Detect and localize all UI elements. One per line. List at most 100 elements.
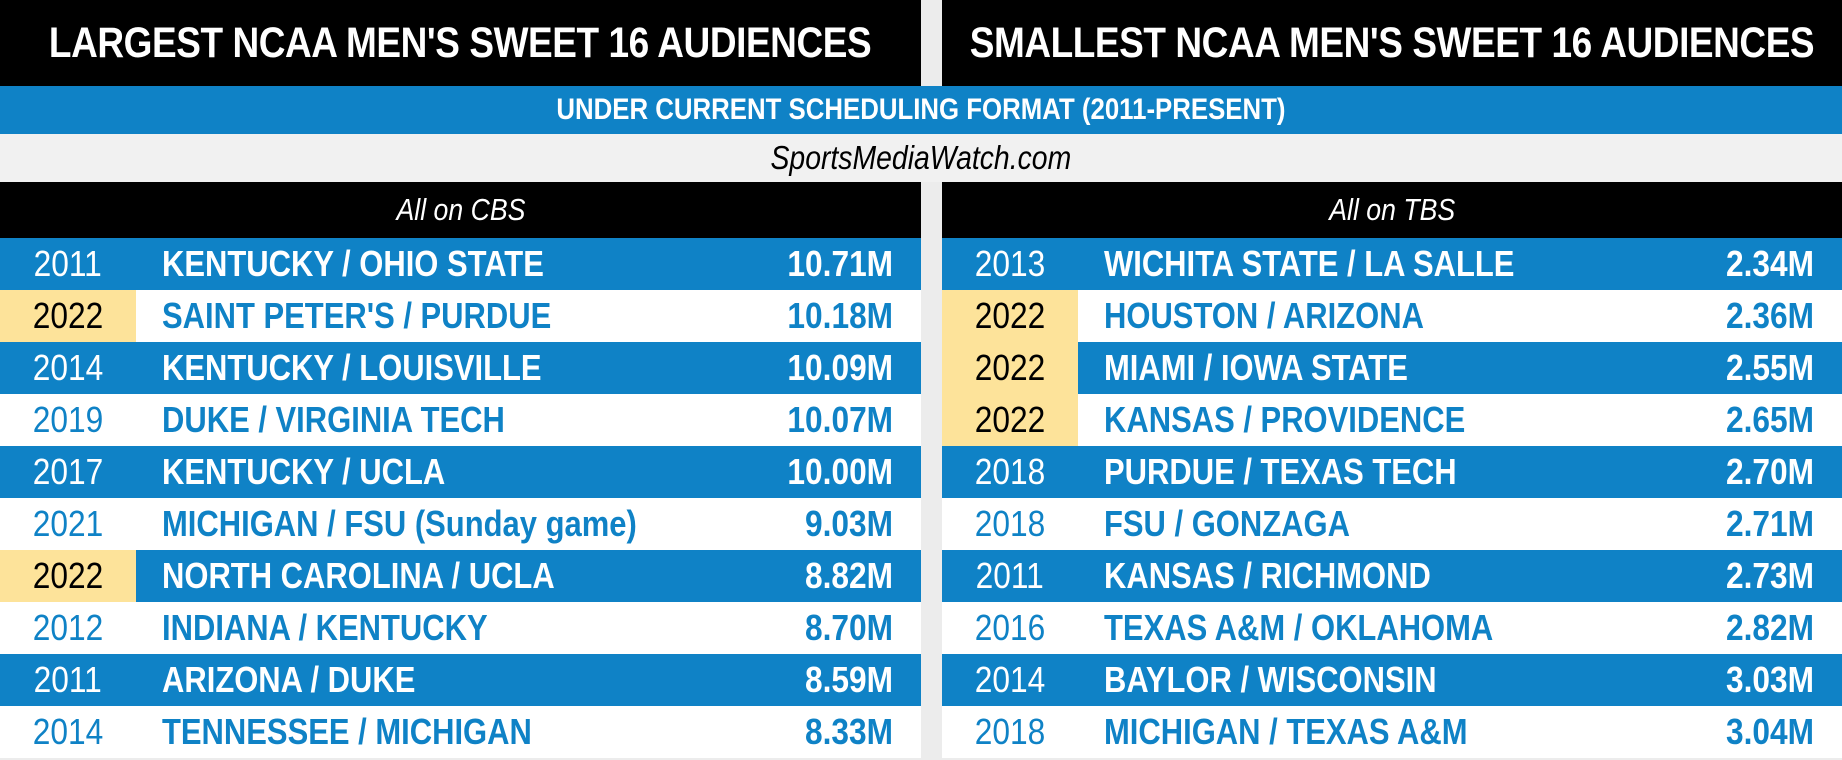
smallest-year-cell: 2014 bbox=[942, 654, 1078, 706]
smallest-table-row: 2014 BAYLOR / WISCONSIN 3.03M bbox=[942, 654, 1842, 706]
largest-table-row: 2019 DUKE / VIRGINIA TECH 10.07M bbox=[0, 394, 921, 446]
largest-year-cell: 2022 bbox=[0, 550, 136, 602]
largest-year-label: 2014 bbox=[32, 711, 104, 752]
smallest-table-row: 2022 KANSAS / PROVIDENCE 2.65M bbox=[942, 394, 1842, 446]
largest-title: LARGEST NCAA MEN'S SWEET 16 AUDIENCES bbox=[0, 0, 921, 86]
right-network-text: All on TBS bbox=[1329, 192, 1455, 227]
largest-viewers-label: 8.33M bbox=[804, 711, 893, 752]
largest-matchup-label: NORTH CAROLINA / UCLA bbox=[162, 555, 555, 596]
largest-year-label: 2012 bbox=[32, 607, 104, 648]
left-panel: LARGEST NCAA MEN'S SWEET 16 AUDIENCES bbox=[0, 0, 921, 86]
smallest-matchup-label: TEXAS A&M / OKLAHOMA bbox=[1104, 607, 1494, 648]
smallest-table-rows: 2013 WICHITA STATE / LA SALLE 2.34M 2022 HOU… bbox=[942, 238, 1842, 758]
smallest-year-cell: 2011 bbox=[942, 550, 1078, 602]
smallest-viewers-label: 2.71M bbox=[1725, 503, 1814, 544]
smallest-year-label: 2018 bbox=[974, 451, 1046, 492]
largest-year-cell: 2011 bbox=[0, 654, 136, 706]
largest-matchup-label: KENTUCKY / OHIO STATE bbox=[162, 243, 544, 284]
largest-year-cell: 2014 bbox=[0, 342, 136, 394]
smallest-matchup-label: PURDUE / TEXAS TECH bbox=[1104, 451, 1457, 492]
largest-year-label: 2014 bbox=[32, 347, 104, 388]
smallest-viewers-label: 2.82M bbox=[1725, 607, 1814, 648]
smallest-year-cell: 2018 bbox=[942, 498, 1078, 550]
largest-matchup-label: ARIZONA / DUKE bbox=[162, 659, 416, 700]
smallest-year-cell: 2018 bbox=[942, 446, 1078, 498]
smallest-year-label: 2014 bbox=[974, 659, 1046, 700]
largest-viewers-label: 10.18M bbox=[787, 295, 893, 336]
largest-viewers-label: 10.07M bbox=[787, 399, 893, 440]
largest-table-rows: 2011 KENTUCKY / OHIO STATE 10.71M 2022 SAINT… bbox=[0, 238, 921, 758]
smallest-table-row: 2018 MICHIGAN / TEXAS A&M 3.04M bbox=[942, 706, 1842, 758]
largest-table-row: 2021 MICHIGAN / FSU (Sunday game) 9.03M bbox=[0, 498, 921, 550]
smallest-year-label: 2018 bbox=[974, 503, 1046, 544]
smallest-year-cell: 2018 bbox=[942, 706, 1078, 758]
subtitle-bar: UNDER CURRENT SCHEDULING FORMAT (2011-PR… bbox=[0, 86, 1842, 134]
smallest-title-text: SMALLEST NCAA MEN'S SWEET 16 AUDIENCES bbox=[969, 18, 1815, 67]
right-network-header: All on TBS bbox=[942, 182, 1842, 238]
smallest-year-cell: 2022 bbox=[942, 290, 1078, 342]
smallest-matchup-label: KANSAS / PROVIDENCE bbox=[1104, 399, 1466, 440]
largest-year-label: 2011 bbox=[33, 243, 103, 284]
largest-year-label: 2011 bbox=[33, 659, 103, 700]
smallest-year-cell: 2022 bbox=[942, 394, 1078, 446]
smallest-year-cell: 2016 bbox=[942, 602, 1078, 654]
largest-title-text: LARGEST NCAA MEN'S SWEET 16 AUDIENCES bbox=[49, 18, 872, 67]
smallest-viewers-label: 3.04M bbox=[1725, 711, 1814, 752]
smallest-table-row: 2018 PURDUE / TEXAS TECH 2.70M bbox=[942, 446, 1842, 498]
smallest-table-row: 2016 TEXAS A&M / OKLAHOMA 2.82M bbox=[942, 602, 1842, 654]
largest-matchup-label: TENNESSEE / MICHIGAN bbox=[162, 711, 532, 752]
smallest-viewers-label: 2.73M bbox=[1725, 555, 1814, 596]
largest-table-row: 2012 INDIANA / KENTUCKY 8.70M bbox=[0, 602, 921, 654]
smallest-viewers-label: 2.70M bbox=[1725, 451, 1814, 492]
largest-matchup-label: KENTUCKY / LOUISVILLE bbox=[162, 347, 542, 388]
left-network-header: All on CBS bbox=[0, 182, 921, 238]
subtitle-text: UNDER CURRENT SCHEDULING FORMAT (2011-PR… bbox=[556, 93, 1286, 126]
smallest-viewers-label: 2.36M bbox=[1725, 295, 1814, 336]
smallest-viewers-label: 3.03M bbox=[1725, 659, 1814, 700]
largest-matchup-label: DUKE / VIRGINIA TECH bbox=[162, 399, 505, 440]
largest-viewers-label: 8.59M bbox=[804, 659, 893, 700]
largest-table-row: 2022 NORTH CAROLINA / UCLA 8.82M bbox=[0, 550, 921, 602]
smallest-title: SMALLEST NCAA MEN'S SWEET 16 AUDIENCES bbox=[942, 0, 1842, 86]
largest-year-label: 2019 bbox=[32, 399, 104, 440]
largest-matchup-label: SAINT PETER'S / PURDUE bbox=[162, 295, 552, 336]
smallest-matchup-label: MIAMI / IOWA STATE bbox=[1104, 347, 1408, 388]
largest-year-cell: 2012 bbox=[0, 602, 136, 654]
smallest-matchup-label: MICHIGAN / TEXAS A&M bbox=[1104, 711, 1468, 752]
source-text: SportsMediaWatch.com bbox=[770, 139, 1072, 176]
largest-table-row: 2014 TENNESSEE / MICHIGAN 8.33M bbox=[0, 706, 921, 758]
smallest-year-label: 2022 bbox=[974, 347, 1046, 388]
largest-table-row: 2011 ARIZONA / DUKE 8.59M bbox=[0, 654, 921, 706]
largest-viewers-label: 8.82M bbox=[804, 555, 893, 596]
largest-matchup-label: INDIANA / KENTUCKY bbox=[162, 607, 488, 648]
largest-viewers-label: 10.00M bbox=[787, 451, 893, 492]
largest-year-cell: 2017 bbox=[0, 446, 136, 498]
largest-table-row: 2014 KENTUCKY / LOUISVILLE 10.09M bbox=[0, 342, 921, 394]
largest-matchup-label: MICHIGAN / FSU (Sunday game) bbox=[162, 503, 637, 544]
largest-year-cell: 2014 bbox=[0, 706, 136, 758]
smallest-year-label: 2022 bbox=[974, 295, 1046, 336]
largest-viewers-label: 9.03M bbox=[804, 503, 893, 544]
smallest-matchup-label: BAYLOR / WISCONSIN bbox=[1104, 659, 1437, 700]
largest-viewers-label: 10.71M bbox=[787, 243, 893, 284]
smallest-viewers-label: 2.65M bbox=[1725, 399, 1814, 440]
smallest-viewers-label: 2.34M bbox=[1725, 243, 1814, 284]
smallest-table-row: 2022 HOUSTON / ARIZONA 2.36M bbox=[942, 290, 1842, 342]
smallest-table-row: 2011 KANSAS / RICHMOND 2.73M bbox=[942, 550, 1842, 602]
smallest-year-cell: 2022 bbox=[942, 342, 1078, 394]
smallest-year-label: 2022 bbox=[974, 399, 1046, 440]
smallest-year-label: 2016 bbox=[974, 607, 1046, 648]
largest-table-row: 2011 KENTUCKY / OHIO STATE 10.71M bbox=[0, 238, 921, 290]
largest-year-label: 2022 bbox=[32, 295, 104, 336]
source-bar: SportsMediaWatch.com bbox=[0, 134, 1842, 182]
smallest-table-row: 2013 WICHITA STATE / LA SALLE 2.34M bbox=[942, 238, 1842, 290]
largest-year-cell: 2022 bbox=[0, 290, 136, 342]
largest-viewers-label: 10.09M bbox=[787, 347, 893, 388]
smallest-year-cell: 2013 bbox=[942, 238, 1078, 290]
largest-matchup-label: KENTUCKY / UCLA bbox=[162, 451, 446, 492]
largest-year-cell: 2019 bbox=[0, 394, 136, 446]
smallest-matchup-label: WICHITA STATE / LA SALLE bbox=[1104, 243, 1515, 284]
largest-year-cell: 2011 bbox=[0, 238, 136, 290]
smallest-matchup-label: FSU / GONZAGA bbox=[1104, 503, 1350, 544]
largest-year-label: 2022 bbox=[32, 555, 104, 596]
